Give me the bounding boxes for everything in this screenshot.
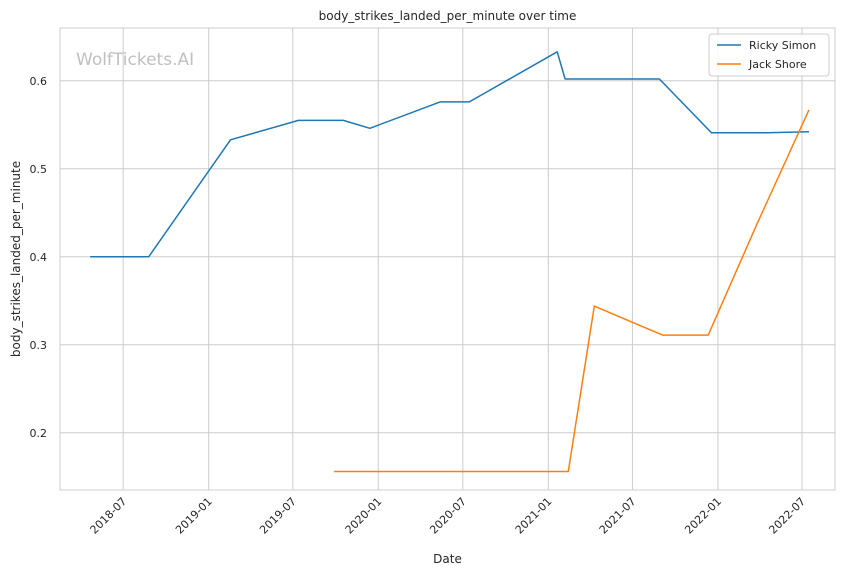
y-axis-label: body_strikes_landed_per_minute: [9, 161, 23, 357]
legend: Ricky Simon Jack Shore: [708, 33, 830, 77]
y-tick-label: 0.4: [30, 251, 48, 264]
y-tick-label: 0.2: [30, 427, 48, 440]
watermark: WolfTickets.AI: [76, 50, 194, 70]
y-tick-label: 0.3: [30, 339, 48, 352]
plot-frame: [59, 27, 836, 491]
y-tick-label: 0.6: [30, 75, 48, 88]
chart-title: body_strikes_landed_per_minute over time: [319, 9, 577, 23]
y-tick-labels: 0.2 0.3 0.4 0.5 0.6: [30, 75, 48, 440]
legend-label-jack-shore: Jack Shore: [748, 58, 807, 71]
y-tick-label: 0.5: [30, 163, 48, 176]
series-line-jack-shore: [334, 109, 810, 473]
legend-label-ricky-simon: Ricky Simon: [749, 39, 816, 52]
grid: [60, 28, 835, 490]
series-lines: [90, 51, 810, 473]
x-axis-label: Date: [433, 552, 462, 566]
series-line-ricky-simon: [90, 51, 810, 258]
